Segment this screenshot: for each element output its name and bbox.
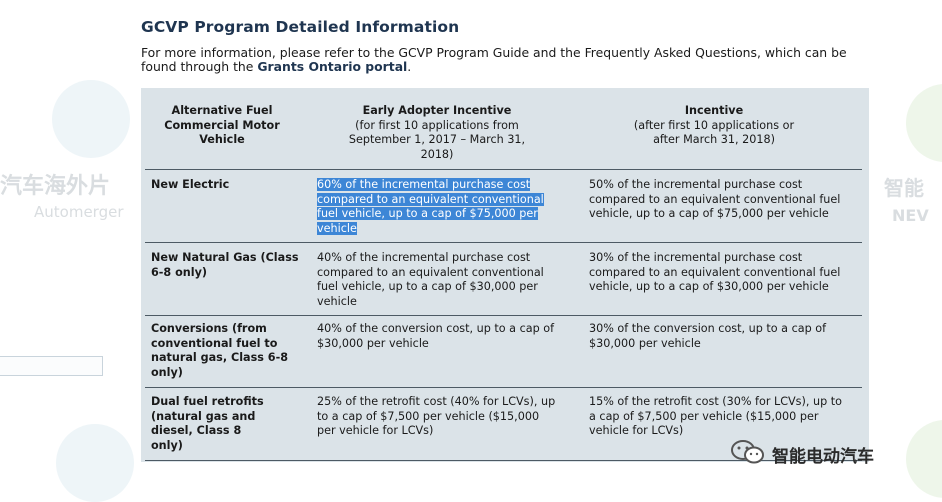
wechat-account-name: 智能电动汽车 — [772, 447, 874, 467]
page-title: GCVP Program Detailed Information — [141, 18, 460, 36]
watermark-logo-left — [52, 80, 130, 158]
table-bottom-border — [145, 460, 862, 462]
row-vehicle-dual-fuel: Dual fuel retrofits (natural gas and die… — [151, 395, 264, 452]
row-early-new-natural-gas: 40% of the incremental purchase cost com… — [317, 251, 544, 308]
watermark-logo-bottom-left — [56, 424, 134, 502]
watermark-text-right-en: NEV — [892, 206, 929, 225]
table-header-row: Alternative Fuel Commercial Motor Vehicl… — [145, 104, 862, 170]
watermark-text-left-en: Automerger — [34, 203, 124, 221]
header-early-adopter-subtitle: (for first 10 applications from Septembe… — [348, 118, 526, 161]
table-row: Conversions (from conventional fuel to n… — [145, 315, 862, 388]
incentive-table: Alternative Fuel Commercial Motor Vehicl… — [141, 88, 869, 462]
row-incentive-dual-fuel: 15% of the retrofit cost (30% for LCVs),… — [589, 395, 842, 437]
header-incentive-title: Incentive — [684, 104, 744, 117]
grants-ontario-portal-link[interactable]: Grants Ontario portal — [257, 59, 408, 74]
watermark-logo-right — [906, 84, 942, 162]
watermark-logo-bottom-right — [906, 420, 942, 498]
wechat-icon — [730, 438, 766, 471]
content-header: GCVP Program Detailed Information For mo… — [141, 18, 871, 74]
table-row: New Natural Gas (Class 6-8 only) 40% of … — [145, 242, 862, 315]
row-incentive-conversions: 30% of the conversion cost, up to a cap … — [589, 322, 827, 350]
row-vehicle-new-electric: New Electric — [151, 178, 230, 191]
header-vehicle: Alternative Fuel Commercial Motor Vehicl… — [164, 104, 280, 146]
header-early-adopter-title: Early Adopter Incentive — [362, 104, 512, 117]
intro-paragraph: For more information, please refer to th… — [141, 46, 871, 74]
row-vehicle-conversions: Conversions (from conventional fuel to n… — [151, 322, 289, 379]
row-incentive-new-electric: 50% of the incremental purchase cost com… — [589, 178, 841, 220]
selected-text[interactable]: 60% of the incremental purchase cost com… — [317, 178, 544, 235]
wechat-watermark: 智能电动汽车 — [730, 438, 874, 471]
intro-text: For more information, please refer to th… — [141, 45, 847, 74]
row-early-dual-fuel: 25% of the retrofit cost (40% for LCVs),… — [317, 395, 556, 437]
row-early-new-electric: 60% of the incremental purchase cost com… — [317, 178, 553, 236]
table-row: Dual fuel retrofits (natural gas and die… — [145, 387, 862, 460]
header-incentive-subtitle: (after first 10 applications or after Ma… — [633, 118, 795, 147]
intro-period: . — [407, 59, 412, 74]
row-early-conversions: 40% of the conversion cost, up to a cap … — [317, 322, 555, 350]
table-row: New Electric 60% of the incremental purc… — [145, 169, 862, 242]
header-early-adopter: Early Adopter Incentive (for first 10 ap… — [317, 104, 557, 162]
watermark-text-right-cn: 智能 — [884, 176, 924, 200]
row-vehicle-new-natural-gas: New Natural Gas (Class 6-8 only) — [151, 251, 299, 279]
watermark-text-left-cn: 汽车海外片 — [0, 174, 111, 199]
header-incentive: Incentive (after first 10 applications o… — [589, 104, 839, 148]
row-incentive-new-natural-gas: 30% of the incremental purchase cost com… — [589, 251, 841, 293]
side-panel-box — [0, 356, 103, 376]
